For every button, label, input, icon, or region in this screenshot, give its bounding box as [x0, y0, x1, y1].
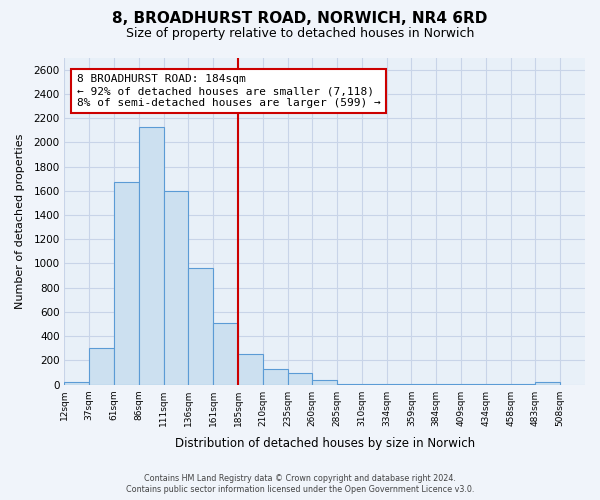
Y-axis label: Number of detached properties: Number of detached properties: [15, 134, 25, 309]
Bar: [535, 382, 560, 384]
Bar: [213, 323, 238, 384]
Bar: [139, 126, 164, 384]
Bar: [263, 369, 287, 384]
Bar: [287, 372, 313, 384]
Bar: [313, 380, 337, 384]
Text: Size of property relative to detached houses in Norwich: Size of property relative to detached ho…: [126, 28, 474, 40]
X-axis label: Distribution of detached houses by size in Norwich: Distribution of detached houses by size …: [175, 437, 475, 450]
Text: 8 BROADHURST ROAD: 184sqm
← 92% of detached houses are smaller (7,118)
8% of sem: 8 BROADHURST ROAD: 184sqm ← 92% of detac…: [77, 74, 380, 108]
Bar: [188, 268, 213, 384]
Bar: [114, 182, 139, 384]
Bar: [164, 191, 188, 384]
Bar: [64, 382, 89, 384]
Text: Contains HM Land Registry data © Crown copyright and database right 2024.
Contai: Contains HM Land Registry data © Crown c…: [126, 474, 474, 494]
Text: 8, BROADHURST ROAD, NORWICH, NR4 6RD: 8, BROADHURST ROAD, NORWICH, NR4 6RD: [112, 11, 488, 26]
Bar: [89, 348, 114, 384]
Bar: [238, 354, 263, 384]
